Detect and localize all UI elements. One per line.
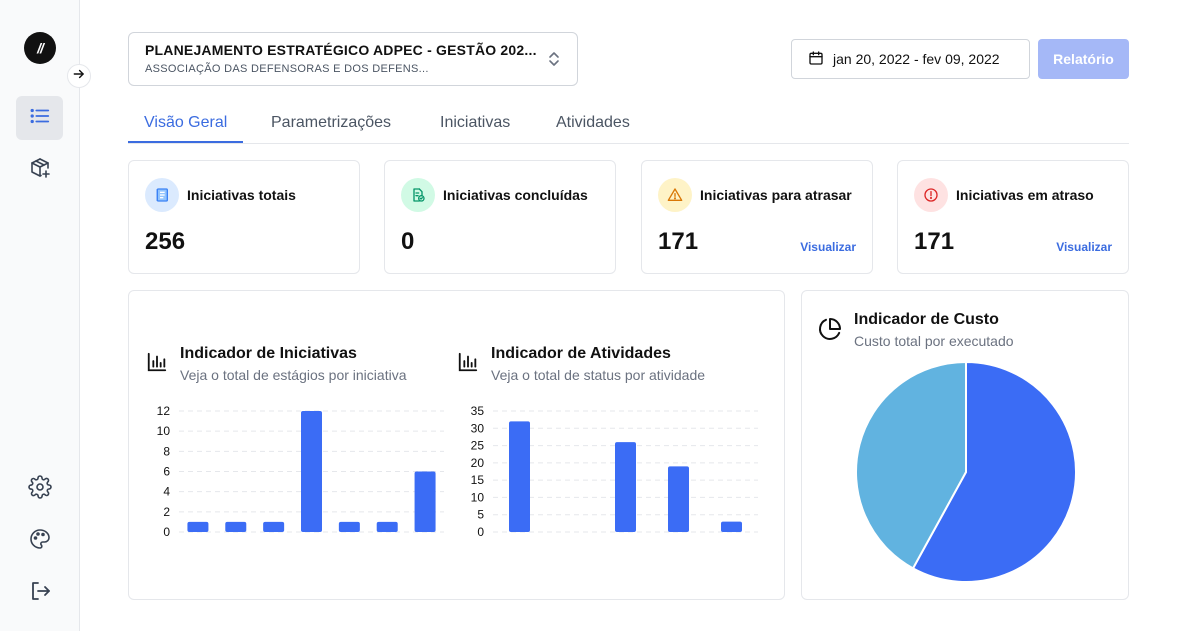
tab-visao-geral[interactable]: Visão Geral xyxy=(128,114,244,143)
y-tick-label: 35 xyxy=(471,404,485,418)
book-icon xyxy=(145,178,179,212)
logo[interactable]: // xyxy=(24,32,56,64)
stat-value: 0 xyxy=(401,228,415,255)
bar[interactable] xyxy=(376,521,398,532)
arrow-right-icon xyxy=(72,67,86,86)
chart-title: Indicador de Custo xyxy=(854,311,999,328)
stat-card-overdue: Iniciativas em atraso 171 Visualizar xyxy=(897,160,1129,274)
sidebar-expand-button[interactable] xyxy=(67,64,91,88)
y-tick-label: 20 xyxy=(471,456,485,470)
indicators-panel: Indicador de Iniciativas Veja o total de… xyxy=(128,290,785,600)
y-tick-label: 5 xyxy=(477,508,484,522)
chevron-up-down-icon xyxy=(547,50,561,73)
alert-circle-icon xyxy=(914,178,948,212)
pie-chart-icon xyxy=(818,317,842,349)
bar[interactable] xyxy=(615,442,636,532)
y-tick-label: 6 xyxy=(163,465,170,479)
activities-chart-header: Indicador de Atividades Veja o total de … xyxy=(457,345,705,383)
sidebar-item-settings[interactable] xyxy=(16,467,63,511)
date-range-text: jan 20, 2022 - fev 09, 2022 xyxy=(833,51,1000,67)
stat-value: 171 xyxy=(914,228,955,255)
bar[interactable] xyxy=(187,521,209,532)
initiatives-chart-header: Indicador de Iniciativas Veja o total de… xyxy=(146,345,406,383)
y-tick-label: 4 xyxy=(163,485,170,499)
activities-bar-chart: 0 5 10 15 20 25 30 35 xyxy=(471,404,758,539)
bar[interactable] xyxy=(414,471,436,533)
bar-chart-icon xyxy=(457,351,479,383)
plan-selector[interactable]: PLANEJAMENTO ESTRATÉGICO ADPEC - GESTÃO … xyxy=(128,32,578,86)
bar[interactable] xyxy=(721,521,742,532)
date-range-picker[interactable]: jan 20, 2022 - fev 09, 2022 xyxy=(791,39,1030,79)
y-tick-label: 0 xyxy=(477,525,484,539)
bar[interactable] xyxy=(225,521,247,532)
report-button[interactable]: Relatório xyxy=(1038,39,1129,79)
y-tick-label: 25 xyxy=(471,439,485,453)
bar[interactable] xyxy=(509,421,530,532)
sidebar-item-logout[interactable] xyxy=(16,571,63,615)
plan-title: PLANEJAMENTO ESTRATÉGICO ADPEC - GESTÃO … xyxy=(145,42,537,58)
stat-value: 171 xyxy=(658,228,699,255)
tab-atividades[interactable]: Atividades xyxy=(556,114,630,131)
bar[interactable] xyxy=(263,521,285,532)
gear-icon xyxy=(27,474,52,504)
sidebar-item-list[interactable] xyxy=(16,96,63,140)
tab-bar: Visão Geral Parametrizações Iniciativas … xyxy=(128,106,1129,144)
chart-subtitle: Custo total por executado xyxy=(854,333,1014,349)
chart-title: Indicador de Iniciativas xyxy=(180,345,357,362)
pie-slice[interactable] xyxy=(911,360,1077,583)
y-tick-label: 8 xyxy=(163,444,170,458)
logout-icon xyxy=(28,579,52,608)
stat-label: Iniciativas para atrasar xyxy=(700,187,852,203)
pie-slice[interactable] xyxy=(855,360,967,570)
tab-parametrizacoes[interactable]: Parametrizações xyxy=(271,114,392,131)
stat-label: Iniciativas em atraso xyxy=(956,187,1094,203)
view-link[interactable]: Visualizar xyxy=(1056,240,1112,254)
sidebar: // xyxy=(0,0,80,631)
sidebar-item-theme[interactable] xyxy=(16,519,63,563)
chart-subtitle: Veja o total de status por atividade xyxy=(491,367,706,383)
cost-panel: Indicador de Custo Custo total por execu… xyxy=(801,290,1129,600)
stat-value: 256 xyxy=(145,228,186,255)
y-tick-label: 10 xyxy=(471,490,485,504)
cost-pie-chart xyxy=(855,360,1077,583)
plan-subtitle: ASSOCIAÇÃO DAS DEFENSORAS E DOS DEFENS..… xyxy=(145,63,429,75)
y-tick-label: 12 xyxy=(157,404,171,418)
tab-iniciativas[interactable]: Iniciativas xyxy=(440,114,511,131)
stat-card-at-risk: Iniciativas para atrasar 171 Visualizar xyxy=(641,160,873,274)
initiatives-bar-chart: 0 2 4 6 8 10 12 xyxy=(157,404,444,539)
cost-chart-header: Indicador de Custo Custo total por execu… xyxy=(818,311,1014,349)
y-tick-label: 2 xyxy=(163,505,170,519)
bar[interactable] xyxy=(301,411,322,532)
chart-subtitle: Veja o total de estágios por iniciativa xyxy=(180,367,407,383)
bar-chart-icon xyxy=(146,351,168,383)
warning-icon xyxy=(658,178,692,212)
box-plus-icon xyxy=(28,156,52,185)
sidebar-item-box[interactable] xyxy=(16,148,63,192)
y-tick-label: 10 xyxy=(157,424,171,438)
list-icon xyxy=(29,105,51,132)
calendar-icon xyxy=(808,50,824,69)
stat-label: Iniciativas concluídas xyxy=(443,187,588,203)
y-tick-label: 15 xyxy=(471,473,485,487)
doc-check-icon xyxy=(401,178,435,212)
chart-title: Indicador de Atividades xyxy=(491,345,671,362)
stat-card-completed: Iniciativas concluídas 0 xyxy=(384,160,616,274)
view-link[interactable]: Visualizar xyxy=(800,240,856,254)
stat-card-total: Iniciativas totais 256 xyxy=(128,160,360,274)
y-tick-label: 30 xyxy=(471,421,485,435)
stat-label: Iniciativas totais xyxy=(187,187,296,203)
logo-text: // xyxy=(37,40,44,56)
bar[interactable] xyxy=(338,521,360,532)
y-tick-label: 0 xyxy=(163,525,170,539)
palette-icon xyxy=(28,527,52,556)
bar[interactable] xyxy=(668,466,689,532)
